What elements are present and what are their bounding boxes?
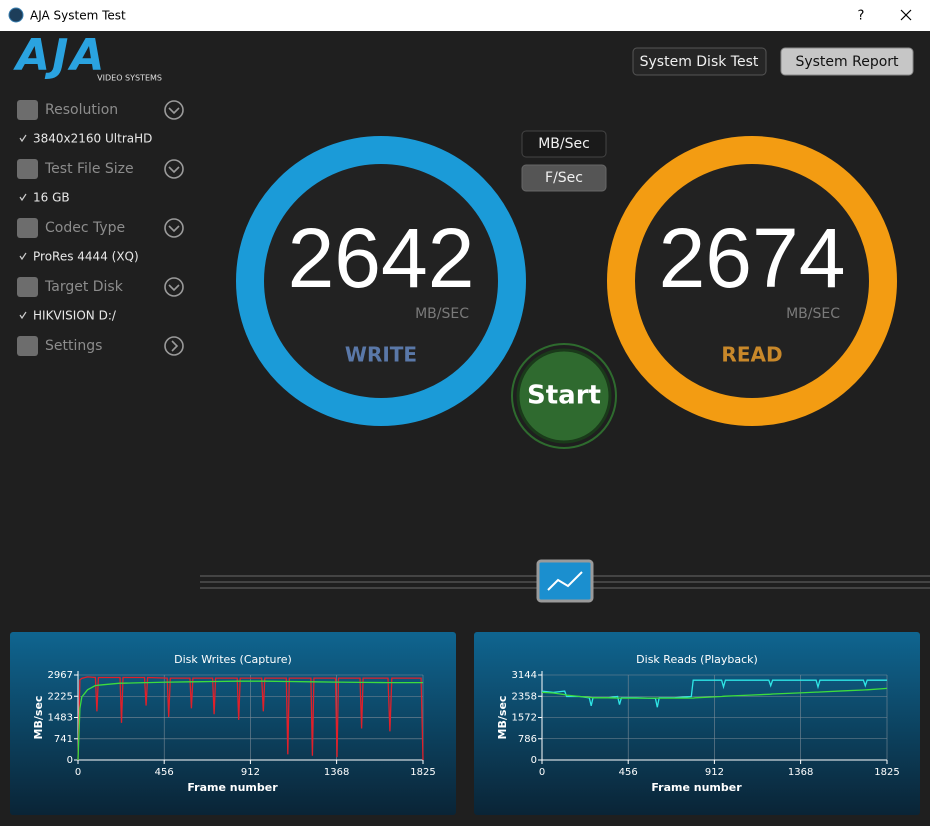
sidebar-value: 16 GB [33, 191, 70, 205]
y-tick-label: 1572 [512, 713, 537, 724]
x-tick-label: 1368 [324, 767, 349, 778]
sidebar-chevron[interactable] [164, 277, 184, 297]
fps-toggle[interactable] [521, 164, 607, 192]
x-tick-label: 456 [619, 767, 638, 778]
graph-icon [547, 571, 583, 591]
sidebar-label[interactable]: Resolution [45, 102, 118, 118]
y-tick-label: 1483 [48, 713, 73, 724]
fps-toggle-label[interactable]: F/Sec [545, 170, 583, 186]
x-tick-label: 1825 [410, 767, 435, 778]
window-title: AJA System Test [30, 9, 126, 23]
sidebar-chevron-arrow [171, 340, 179, 352]
sidebar-label[interactable]: Target Disk [44, 279, 124, 295]
x-tick-label: 1825 [874, 767, 899, 778]
x-tick-label: 456 [155, 767, 174, 778]
gauge-ring [236, 136, 526, 426]
check [19, 252, 27, 261]
x-tick-label: 0 [539, 767, 545, 778]
y-tick-label: 3144 [512, 670, 537, 681]
help-button[interactable]: ? [858, 9, 865, 24]
graph-toggle[interactable] [536, 559, 594, 603]
app-icon [8, 7, 24, 23]
sidebar-icon [17, 159, 38, 179]
sidebar-label[interactable]: Test File Size [44, 161, 134, 177]
sidebar-value: 3840x2160 UltraHD [33, 132, 152, 146]
report-button[interactable] [780, 47, 914, 76]
sidebar-chevron-arrow [168, 225, 180, 233]
check [19, 311, 27, 320]
y-axis-label: MB/sec [32, 696, 45, 740]
check [19, 134, 27, 143]
gauge-label: READ [721, 343, 782, 367]
x-axis-label: Frame number [187, 781, 278, 794]
data-line [77, 676, 424, 761]
mb-toggle-label[interactable]: MB/Sec [538, 136, 590, 152]
y-tick-label: 741 [54, 734, 73, 745]
y-axis-label: MB/sec [496, 696, 509, 740]
sidebar-chevron-arrow [168, 166, 180, 174]
title-bar [0, 0, 930, 31]
sidebar-value: HIKVISION D:/ [33, 309, 117, 323]
sidebar-icon [17, 336, 38, 356]
axis-line [541, 671, 887, 761]
data-line [541, 687, 888, 699]
mb-toggle[interactable] [521, 130, 607, 158]
sidebar-label[interactable]: Codec Type [45, 220, 125, 236]
gauge-ring [607, 136, 897, 426]
x-tick-label: 1368 [788, 767, 813, 778]
disk-test-button[interactable] [632, 47, 767, 76]
gauge-unit: MB/SEC [786, 306, 840, 322]
chart-panel [474, 632, 920, 815]
start-ring [511, 343, 617, 449]
data-line [77, 680, 423, 761]
report-label[interactable]: System Report [795, 54, 899, 70]
gauge-unit: MB/SEC [415, 306, 469, 322]
x-tick-label: 0 [75, 767, 81, 778]
sidebar-chevron[interactable] [164, 159, 184, 179]
sidebar-chevron[interactable] [164, 336, 184, 356]
x-axis-label: Frame number [651, 781, 742, 794]
gauge-label: WRITE [345, 343, 417, 367]
sidebar-label[interactable]: Settings [45, 338, 102, 354]
x-tick-label: 912 [705, 767, 724, 778]
sidebar-chevron[interactable] [164, 218, 184, 238]
close-button[interactable] [900, 9, 912, 21]
logo-tagline: VIDEO SYSTEMS [97, 74, 162, 83]
y-tick-label: 2967 [48, 670, 73, 681]
sidebar-chevron[interactable] [164, 100, 184, 120]
data-line [541, 679, 887, 708]
sidebar-value: ProRes 4444 (XQ) [33, 250, 139, 264]
check [19, 193, 27, 202]
disk-test-label[interactable]: System Disk Test [640, 54, 759, 70]
sidebar-chevron-arrow [168, 284, 180, 292]
gauge-value: 2674 [659, 211, 846, 305]
y-tick-label: 786 [518, 734, 537, 745]
sidebar-icon [17, 218, 38, 238]
chart-title: Disk Reads (Playback) [636, 653, 758, 666]
y-tick-label: 2225 [48, 691, 73, 702]
y-tick-label: 2358 [512, 691, 537, 702]
start-label[interactable]: Start [527, 381, 601, 411]
y-tick-label: 0 [67, 755, 73, 766]
sidebar-chevron-arrow [168, 107, 180, 115]
start-button[interactable] [516, 348, 612, 444]
chart-title: Disk Writes (Capture) [174, 653, 292, 666]
logo-brand: AJA [13, 30, 106, 81]
sidebar-icon [17, 100, 38, 120]
y-tick-label: 0 [531, 755, 537, 766]
x-tick-label: 912 [241, 767, 260, 778]
sidebar-icon [17, 277, 38, 297]
gauge-value: 2642 [288, 211, 475, 305]
